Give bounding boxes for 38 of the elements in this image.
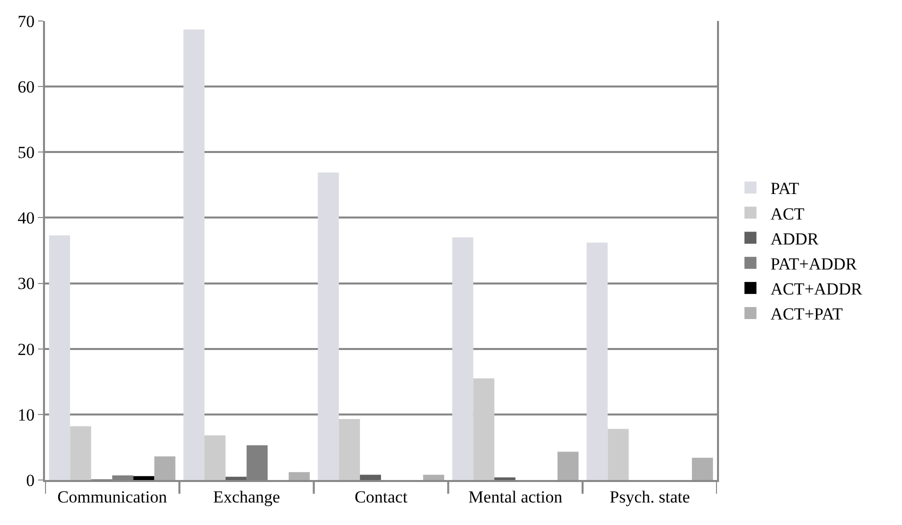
bar — [226, 476, 247, 480]
y-tick-label: 40 — [18, 208, 35, 228]
bar — [423, 474, 444, 480]
legend-label: ADDR — [770, 229, 820, 248]
y-tick-label: 30 — [18, 274, 35, 294]
y-tick-label: 50 — [18, 143, 35, 162]
bar — [288, 472, 310, 480]
y-tick-label: 20 — [18, 340, 35, 359]
x-tick-label: Communication — [57, 487, 168, 506]
bar — [183, 30, 204, 480]
x-tick-label: Exchange — [213, 487, 280, 506]
bar — [608, 428, 629, 480]
bar — [494, 477, 516, 480]
legend-label: ACT — [770, 204, 806, 224]
y-tick-label: 0 — [26, 470, 35, 490]
x-tick-label: Contact — [354, 487, 408, 506]
bar — [338, 419, 360, 480]
bar — [692, 458, 713, 480]
legend-label: PAT+ADDR — [770, 254, 858, 274]
bar — [204, 435, 226, 480]
y-tick-label: 60 — [18, 78, 35, 97]
bar — [154, 456, 176, 480]
x-tick-label: Mental action — [468, 487, 563, 506]
x-tick-label: Psych. state — [610, 487, 690, 506]
bar — [473, 378, 494, 480]
legend-label: ACT+ADDR — [770, 280, 863, 299]
bar — [133, 476, 154, 480]
bar — [586, 242, 608, 480]
bar — [49, 235, 70, 480]
bar — [70, 426, 92, 480]
legend-label: PAT — [770, 179, 800, 198]
legend-label: ACT+PAT — [770, 304, 844, 324]
bar — [452, 237, 474, 480]
bar — [558, 452, 579, 480]
bar — [360, 474, 381, 480]
y-tick-label: 70 — [18, 12, 35, 31]
bar — [318, 172, 339, 480]
y-tick-label: 10 — [18, 405, 35, 424]
